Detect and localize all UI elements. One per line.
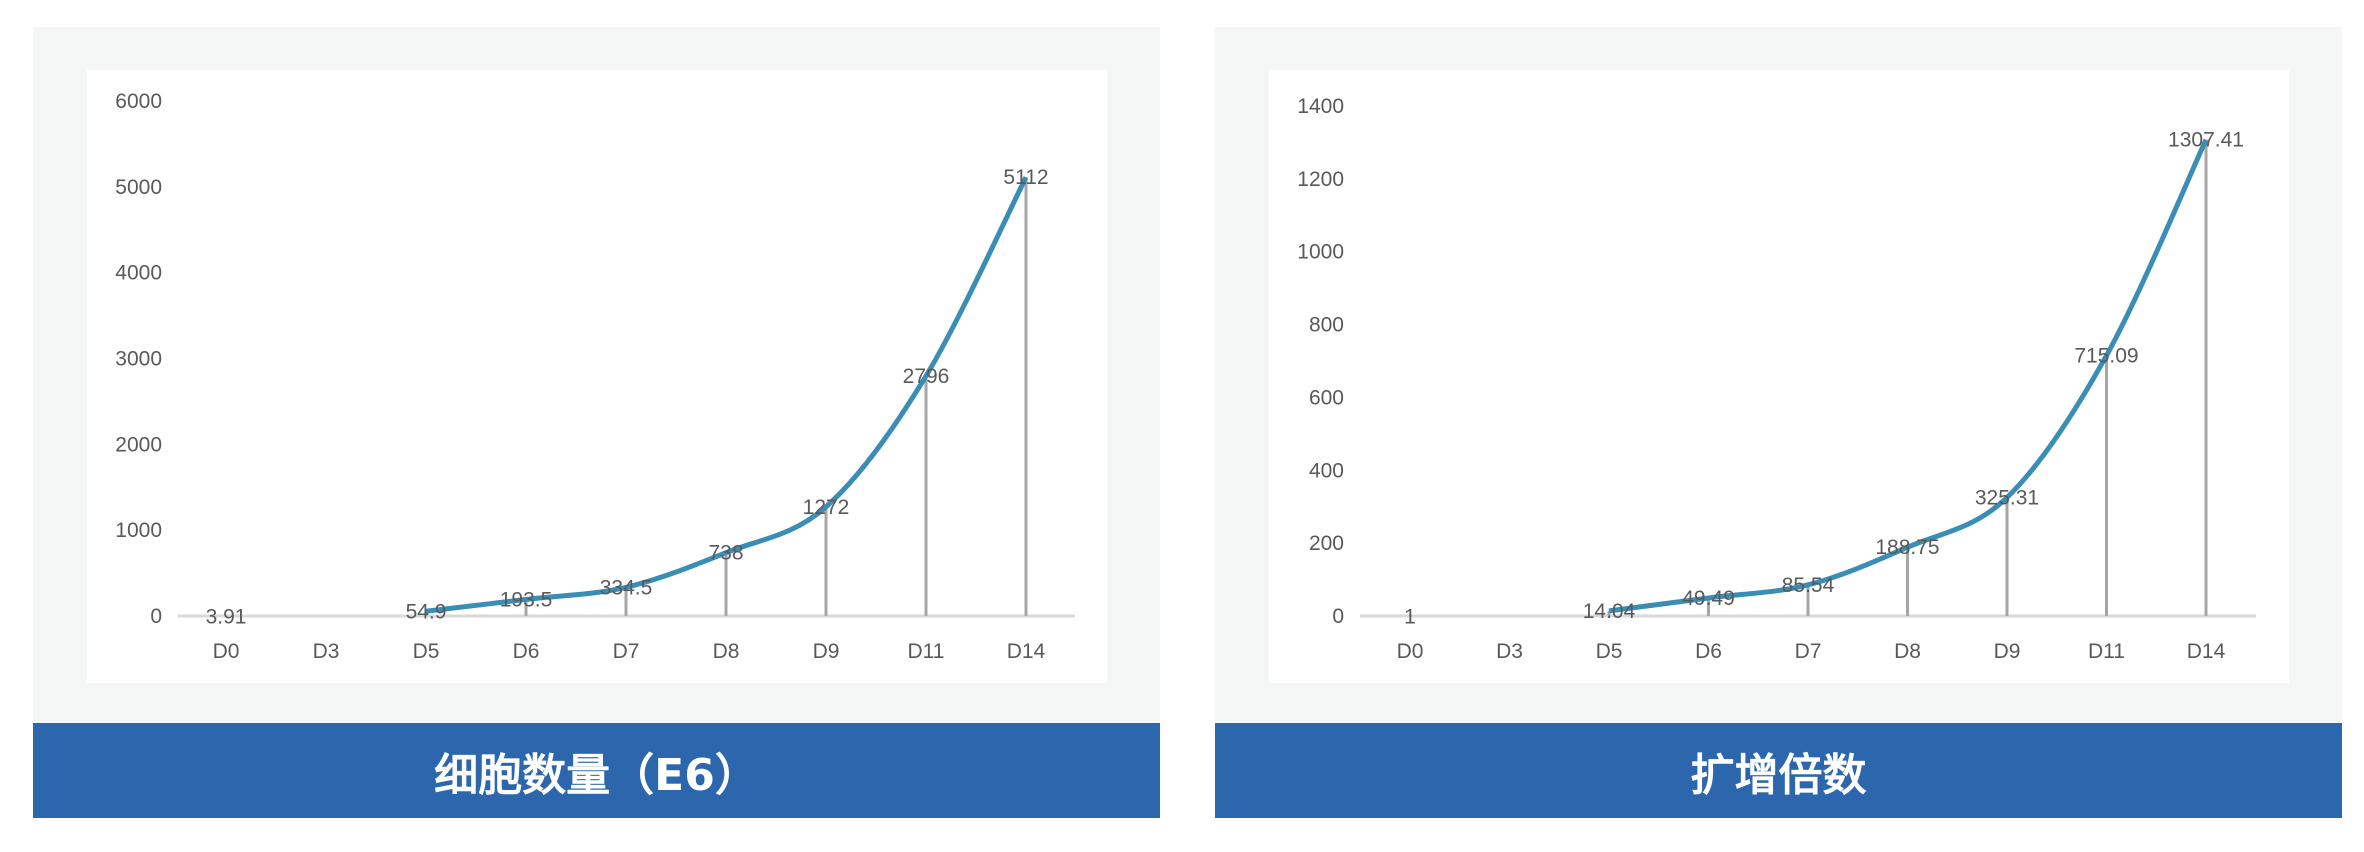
data-label: 54.9 bbox=[406, 600, 447, 623]
x-tick-label: D0 bbox=[1397, 640, 1424, 663]
plot-area bbox=[87, 70, 1107, 683]
x-tick-label: D14 bbox=[2187, 640, 2226, 663]
y-tick-label: 1200 bbox=[1297, 168, 1344, 191]
data-label: 1272 bbox=[803, 496, 850, 519]
y-tick-label: 800 bbox=[1309, 314, 1344, 337]
x-tick-label: D9 bbox=[813, 640, 840, 663]
x-tick-label: D8 bbox=[713, 640, 740, 663]
x-tick-label: D5 bbox=[1596, 640, 1623, 663]
x-tick-label: D6 bbox=[1695, 640, 1722, 663]
y-tick-label: 0 bbox=[1332, 605, 1344, 628]
x-tick-label: D7 bbox=[613, 640, 640, 663]
data-label: 85.54 bbox=[1782, 574, 1835, 597]
data-label: 325.31 bbox=[1975, 486, 2039, 509]
data-label: 1307.41 bbox=[2168, 129, 2244, 152]
cell-count-panel bbox=[33, 27, 1160, 723]
data-label: 193.5 bbox=[500, 588, 553, 611]
y-tick-label: 1000 bbox=[1297, 241, 1344, 264]
data-label: 738 bbox=[708, 542, 743, 565]
data-label: 5112 bbox=[1003, 166, 1048, 189]
y-tick-label: 1400 bbox=[1297, 95, 1344, 118]
y-tick-label: 200 bbox=[1309, 532, 1344, 555]
x-tick-label: D7 bbox=[1795, 640, 1822, 663]
x-tick-label: D11 bbox=[908, 640, 945, 663]
y-tick-label: 400 bbox=[1309, 459, 1344, 482]
y-tick-label: 6000 bbox=[115, 90, 162, 113]
x-tick-label: D0 bbox=[213, 640, 240, 663]
data-label: 1 bbox=[1404, 606, 1416, 629]
x-tick-label: D5 bbox=[413, 640, 440, 663]
y-tick-label: 1000 bbox=[115, 519, 162, 542]
x-tick-label: D8 bbox=[1894, 640, 1921, 663]
x-tick-label: D14 bbox=[1007, 640, 1046, 663]
data-label: 3.91 bbox=[206, 606, 247, 629]
y-tick-label: 4000 bbox=[115, 262, 162, 285]
expansion-fold-panel bbox=[1215, 27, 2342, 723]
x-tick-label: D3 bbox=[313, 640, 340, 663]
y-tick-label: 3000 bbox=[115, 348, 162, 371]
plot-area bbox=[1269, 70, 2289, 683]
y-tick-label: 5000 bbox=[115, 176, 162, 199]
x-tick-label: D3 bbox=[1496, 640, 1523, 663]
y-tick-label: 2000 bbox=[115, 433, 162, 456]
data-label: 188.75 bbox=[1875, 536, 1939, 559]
data-label: 2796 bbox=[903, 365, 950, 388]
x-tick-label: D11 bbox=[2088, 640, 2125, 663]
data-label: 14.04 bbox=[1583, 600, 1636, 623]
chart-title-cell-count: 细胞数量（E6） bbox=[33, 723, 1160, 818]
data-label: 715.09 bbox=[2074, 345, 2138, 368]
data-label: 334.5 bbox=[600, 576, 653, 599]
data-label: 49.49 bbox=[1682, 587, 1735, 610]
series-line bbox=[425, 176, 1029, 614]
x-tick-label: D9 bbox=[1994, 640, 2021, 663]
series-line bbox=[1608, 138, 2209, 614]
y-tick-label: 600 bbox=[1309, 386, 1344, 409]
y-tick-label: 0 bbox=[150, 605, 162, 628]
x-tick-label: D6 bbox=[513, 640, 540, 663]
chart-title-expansion-fold: 扩增倍数 bbox=[1215, 723, 2342, 818]
